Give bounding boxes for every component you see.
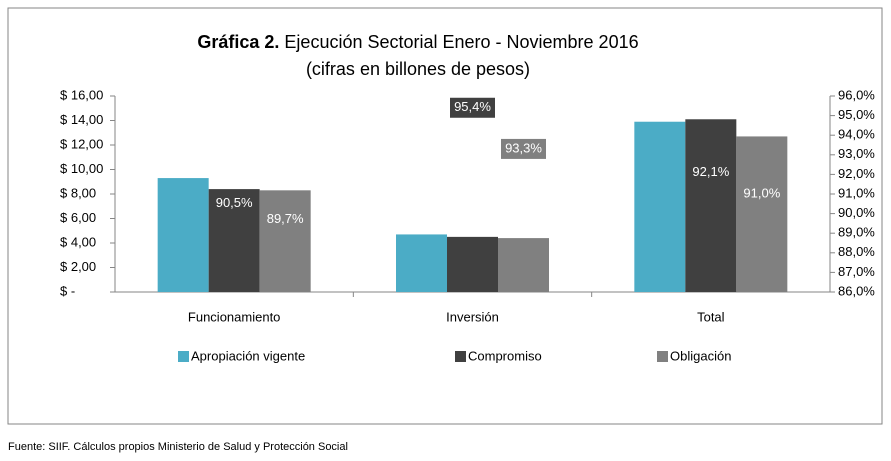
source-note: Fuente: SIIF. Cálculos propios Ministeri… <box>8 441 348 453</box>
chart-subtitle: (cifras en billones de pesos) <box>306 59 530 79</box>
y2-tick-label: 91,0% <box>838 185 875 200</box>
legend-label: Apropiación vigente <box>191 348 305 363</box>
y2-tick-label: 93,0% <box>838 146 875 161</box>
y2-tick-label: 87,0% <box>838 264 875 279</box>
legend-swatch <box>455 351 466 362</box>
percent-label: 91,0% <box>743 185 780 200</box>
y2-tick-label: 96,0% <box>838 87 875 102</box>
bar <box>498 238 549 292</box>
y2-tick-label: 95,0% <box>838 107 875 122</box>
y-tick-label: $ 14,00 <box>60 112 103 127</box>
y2-tick-label: 92,0% <box>838 166 875 181</box>
legend-label: Compromiso <box>468 348 542 363</box>
y2-tick-label: 89,0% <box>838 225 875 240</box>
y-tick-label: $ 2,00 <box>60 259 96 274</box>
y-tick-label: $ 16,00 <box>60 87 103 102</box>
percent-label: 89,7% <box>267 211 304 226</box>
percent-label-box <box>262 209 308 230</box>
percent-label-box <box>501 138 546 159</box>
percent-label-box <box>450 97 495 118</box>
chart-title: Gráfica 2. Ejecución Sectorial Enero - N… <box>197 32 638 52</box>
y-tick-label: $ 12,00 <box>60 136 103 151</box>
bar <box>157 178 209 292</box>
title-text: Ejecución Sectorial Enero - Noviembre 20… <box>279 32 638 52</box>
percent-label: 95,4% <box>454 99 491 114</box>
bar <box>634 121 686 292</box>
x-tick-label: Total <box>697 309 725 324</box>
x-tick-label: Funcionamiento <box>188 309 281 324</box>
y2-tick-label: 88,0% <box>838 244 875 259</box>
y-tick-label: $ 10,00 <box>60 161 103 176</box>
legend-label: Obligación <box>670 348 731 363</box>
y-tick-label: $ 6,00 <box>60 210 96 225</box>
percent-label-box <box>688 162 734 183</box>
percent-label: 92,1% <box>692 164 729 179</box>
bar <box>736 136 788 292</box>
bar <box>685 119 737 293</box>
legend-swatch <box>657 351 668 362</box>
bar <box>396 234 447 292</box>
legend-swatch <box>178 351 189 362</box>
y-tick-label: $ 4,00 <box>60 234 96 249</box>
y-tick-label: $ 8,00 <box>60 185 96 200</box>
percent-label: 93,3% <box>505 140 542 155</box>
bar <box>447 236 498 292</box>
y2-tick-label: 86,0% <box>838 283 875 298</box>
y2-tick-label: 90,0% <box>838 205 875 220</box>
percent-label-box <box>211 193 257 214</box>
y2-tick-label: 94,0% <box>838 127 875 142</box>
y-tick-label: $ - <box>60 283 75 298</box>
percent-label: 90,5% <box>216 195 253 210</box>
percent-label-box <box>739 184 785 204</box>
bar <box>259 190 311 292</box>
title-label: Gráfica 2. <box>197 32 279 52</box>
x-tick-label: Inversión <box>446 309 499 324</box>
